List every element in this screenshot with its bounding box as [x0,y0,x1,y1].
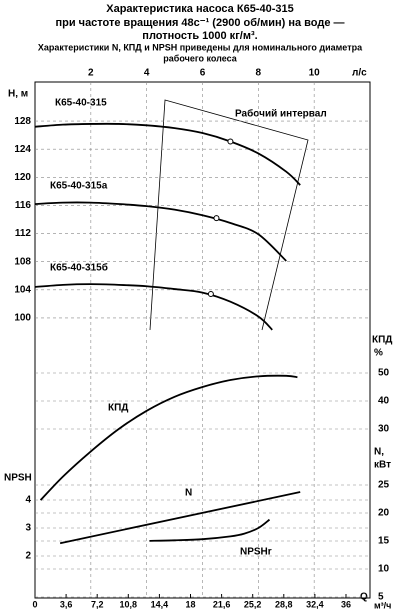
x-axis-label: л/с [352,68,367,79]
y2-tick-label: 15 [378,536,390,547]
operating-point [207,290,214,297]
x2-tick-label: 0 [32,599,37,609]
y-axis-label: КПД [372,335,392,346]
curve-label: N [185,488,192,499]
x-tick-label: 4 [144,68,150,79]
x2-axis-unit: м³/ч [374,600,391,610]
y-tick-label: 100 [14,313,31,324]
subtitle: Характеристики N, КПД и NPSH приведены д… [38,42,363,52]
y-tick-label: 120 [14,172,31,183]
curve [34,122,301,186]
y-tick-label: 30 [378,424,390,435]
y-tick-label: 124 [14,144,31,155]
working-range [149,99,309,331]
y-tick-label: 116 [15,200,32,211]
x2-tick-label: 3,6 [60,599,73,609]
x2-tick-label: 32,4 [306,599,324,609]
y3-tick-label: 4 [25,495,31,506]
curve [149,518,271,542]
x-tick-label: 8 [256,68,262,79]
y-axis-unit: % [374,348,383,359]
curve [39,374,298,501]
title: при частоте вращения 48с⁻¹ (2900 об/мин)… [56,17,345,29]
annotation: Рабочий интервал [235,108,327,120]
y-tick-label: 50 [378,368,390,379]
y2-axis-label: N, [374,447,384,458]
curve-label: КПД [108,403,128,414]
x-tick-label: 6 [200,68,206,79]
y2-tick-label: 25 [378,480,390,491]
title: плотность 1000 кг/м³. [142,30,257,42]
y3-tick-label: 2 [25,551,31,562]
y3-tick-label: 3 [25,523,31,534]
y2-tick-label: 20 [378,508,390,519]
x-tick-label: 2 [88,68,94,79]
x2-tick-label: 7,2 [91,599,104,609]
x2-tick-label: 18 [185,599,195,609]
x2-tick-label: 28,8 [275,599,293,609]
y2-tick-label: 10 [378,564,390,575]
operating-point [213,215,220,222]
curve [34,201,287,262]
subtitle: рабочего колеса [163,53,237,63]
y3-axis-label: NPSH [4,473,32,484]
x2-tick-label: 10,8 [120,599,138,609]
x2-tick-label: 21,6 [213,599,231,609]
x2-axis-label: Q [360,592,368,603]
curve [34,283,273,331]
y-tick-label: 128 [14,116,31,127]
y-tick-label: 112 [15,228,32,239]
y-tick-label: 104 [14,284,31,295]
curve-label: К65-40-315а [50,181,108,192]
y2-axis-unit: кВт [374,460,391,471]
curve-label: К65-40-315 [55,98,107,109]
operating-point [227,138,234,145]
x-tick-label: 10 [309,68,321,79]
x2-tick-label: 25,2 [244,599,262,609]
y-tick-label: 108 [14,256,31,267]
x2-tick-label: 14,4 [151,599,169,609]
curve-label: К65-40-315б [50,262,108,274]
y-axis-label: H, м [8,89,28,100]
curve [59,491,301,545]
x2-tick-label: 36 [341,599,351,609]
y2-tick-label: 5 [378,592,384,603]
curve-label: NPSHr [240,547,272,558]
y-tick-label: 40 [378,396,390,407]
title: Характеристика насоса К65-40-315 [106,3,293,15]
